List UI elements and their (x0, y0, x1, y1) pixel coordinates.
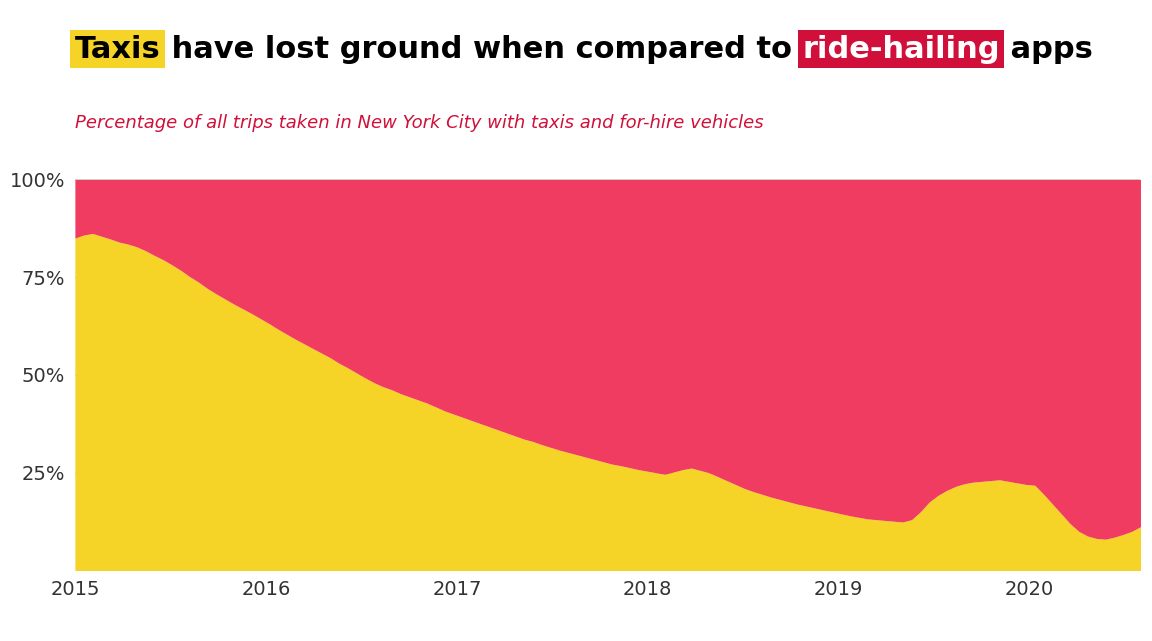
Text: Taxis: Taxis (75, 35, 160, 63)
Text: ride-hailing: ride-hailing (802, 35, 1000, 63)
Text: apps: apps (1000, 35, 1092, 63)
Text: Percentage of all trips taken in New York City with taxis and for-hire vehicles: Percentage of all trips taken in New Yor… (75, 114, 764, 132)
Text: have lost ground when compared to: have lost ground when compared to (160, 35, 802, 63)
